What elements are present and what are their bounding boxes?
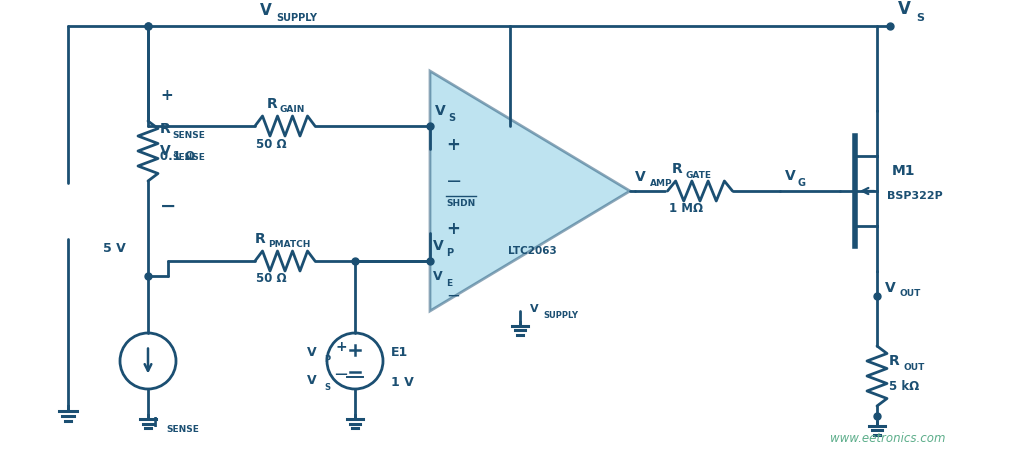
Text: GAIN: GAIN xyxy=(280,106,306,114)
Text: +: + xyxy=(160,89,172,104)
Text: LTC2063: LTC2063 xyxy=(508,246,556,256)
Text: www.eetronics.com: www.eetronics.com xyxy=(830,432,946,445)
Text: V: V xyxy=(635,170,645,184)
Text: −: − xyxy=(446,287,460,305)
Text: V: V xyxy=(260,3,272,18)
Text: SUPPLY: SUPPLY xyxy=(276,13,317,23)
Text: E: E xyxy=(446,278,452,288)
Text: 1 MΩ: 1 MΩ xyxy=(669,202,703,215)
Text: P: P xyxy=(446,248,453,258)
Text: V: V xyxy=(433,270,442,283)
Text: −: − xyxy=(160,196,176,215)
Text: PMATCH: PMATCH xyxy=(268,241,311,249)
Text: SHDN: SHDN xyxy=(446,199,475,207)
Text: 5 V: 5 V xyxy=(103,242,126,255)
Text: S: S xyxy=(448,113,456,123)
Text: V: V xyxy=(433,239,444,253)
Text: V: V xyxy=(308,347,317,360)
Text: R: R xyxy=(255,232,266,246)
Text: R: R xyxy=(672,162,682,176)
Text: 1 V: 1 V xyxy=(391,377,413,390)
Text: I: I xyxy=(153,416,158,430)
Text: V: V xyxy=(885,281,896,295)
Text: 5 kΩ: 5 kΩ xyxy=(889,379,919,392)
Text: R: R xyxy=(889,354,900,368)
Text: V: V xyxy=(308,374,317,388)
Text: V: V xyxy=(160,144,170,158)
Text: −: − xyxy=(333,366,349,384)
Text: SENSE: SENSE xyxy=(172,130,205,140)
Text: V: V xyxy=(530,304,539,314)
Text: R: R xyxy=(267,97,278,111)
Text: G: G xyxy=(798,178,806,188)
Text: BSP322P: BSP322P xyxy=(887,191,943,201)
Text: 50 Ω: 50 Ω xyxy=(255,137,286,150)
Text: OUT: OUT xyxy=(899,290,920,299)
Text: SENSE: SENSE xyxy=(166,426,199,435)
Text: +: + xyxy=(336,340,347,354)
Text: OUT: OUT xyxy=(903,362,924,372)
Text: SUPPLY: SUPPLY xyxy=(543,311,578,319)
Text: P: P xyxy=(324,355,330,364)
Text: E1: E1 xyxy=(391,347,408,360)
Text: 0.1 Ω: 0.1 Ω xyxy=(160,149,195,162)
Text: GATE: GATE xyxy=(686,171,712,179)
Text: V: V xyxy=(785,169,796,183)
Text: +: + xyxy=(446,136,460,154)
Text: AMP: AMP xyxy=(650,178,673,188)
Text: V: V xyxy=(435,104,445,118)
Text: 50 Ω: 50 Ω xyxy=(255,272,286,285)
Text: M1: M1 xyxy=(892,164,915,178)
Polygon shape xyxy=(430,71,630,311)
Text: +: + xyxy=(446,220,460,238)
Text: S: S xyxy=(916,13,924,23)
Text: −: − xyxy=(446,171,463,190)
Text: V: V xyxy=(898,0,911,18)
Text: R: R xyxy=(160,122,170,136)
Text: SENSE: SENSE xyxy=(172,153,205,161)
Text: S: S xyxy=(324,384,330,392)
